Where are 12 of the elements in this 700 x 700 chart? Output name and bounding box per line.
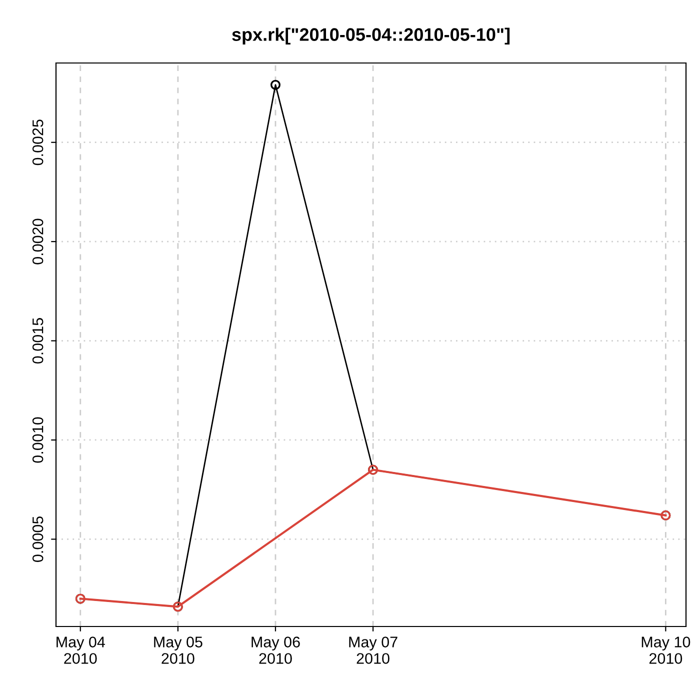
y-tick-label: 0.0010 [32, 417, 44, 463]
chart-title: spx.rk["2010-05-04::2010-05-10"] [232, 28, 510, 45]
x-tick-label: May 10 2010 [642, 636, 690, 664]
x-tick-label: May 05 2010 [154, 636, 202, 664]
point [270, 80, 280, 90]
y-tick-label: 0.0025 [32, 120, 44, 166]
y-tick-label: 0.0015 [32, 318, 44, 364]
y-tick-label: 0.0005 [32, 516, 44, 562]
x-tick-label: May 07 2010 [349, 636, 398, 664]
x-tick-label: May 06 2010 [252, 636, 300, 664]
y-tick-label: 0.0020 [32, 218, 44, 264]
x-tick-label: May 04 2010 [56, 636, 105, 664]
